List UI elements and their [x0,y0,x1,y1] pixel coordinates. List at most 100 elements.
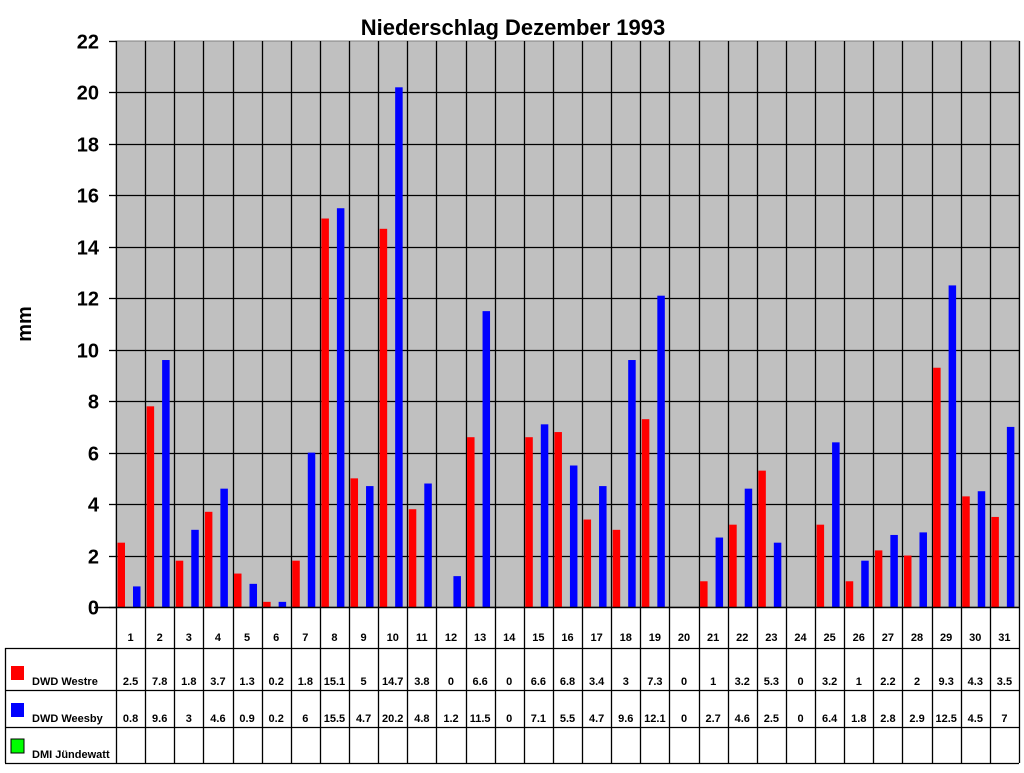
legend-swatch [11,703,24,717]
table-cell-value: 0 [448,676,454,688]
table-cell-value: 6.4 [822,713,838,725]
bar-dwd-weesby-27 [890,534,898,607]
table-cell-value: 1 [856,676,862,688]
bar-dwd-westre-10 [379,228,388,608]
x-category-label: 20 [678,632,690,644]
table-cell-value: 0 [797,713,803,725]
table-cell-value: 0.2 [269,676,284,688]
table-cell-value: 0 [681,713,687,725]
table-cell-value: 1 [710,676,716,688]
x-category-label: 1 [128,632,134,644]
bar-dwd-westre-28 [903,555,912,607]
y-tick-label: 6 [88,444,99,466]
table-cell-value: 3 [623,676,629,688]
table-cell-value: 3.4 [589,676,605,688]
x-category-label: 4 [215,632,222,644]
bar-dwd-westre-6 [263,601,271,607]
table-cell-value: 3.5 [997,676,1012,688]
bar-dwd-westre-13 [467,437,475,607]
bar-dwd-westre-7 [292,560,300,607]
table-cell-value: 2 [914,676,920,688]
bar-dwd-weesby-13 [482,311,491,607]
y-tick-label: 18 [77,135,99,157]
x-category-label: 6 [273,632,279,644]
table-cell-value: 2.5 [123,676,138,688]
bar-dwd-weesby-3 [191,529,199,607]
bar-dwd-westre-1 [117,542,125,607]
table-cell-value: 0 [797,676,803,688]
y-tick-label: 22 [77,32,99,54]
bar-dwd-westre-9 [350,478,359,607]
x-category-label: 8 [331,632,337,644]
chart-title: Niederschlag Dezember 1993 [361,15,666,40]
bar-dwd-weesby-6 [278,601,287,607]
table-cell-value: 14.7 [382,676,403,688]
bar-dwd-weesby-1 [133,586,141,607]
table-cell-value: 5 [361,676,367,688]
x-category-label: 15 [532,632,544,644]
table-cell-value: 12.1 [644,713,665,725]
x-category-label: 11 [416,632,428,644]
table-cell-value: 2.5 [764,713,779,725]
table-cell-value: 0.9 [239,713,254,725]
data-table: 1 2 3 4 5 6 7 8 9 10 11 12 13 14 15 16 17 18 19 20 21 22 23 24 2… [4,606,1021,765]
x-category-label: 5 [244,632,250,644]
table-cell-value: 1.8 [181,676,196,688]
table-cell-value: 1.8 [851,713,866,725]
table-cell-value: 0 [681,676,687,688]
table-cell-value: 3.7 [210,676,225,688]
bar-dwd-westre-5 [234,573,242,607]
bar-dwd-weesby-2 [162,360,170,607]
bar-dwd-westre-25 [816,524,825,607]
x-category-label: 16 [561,632,573,644]
x-category-label: 10 [387,632,399,644]
x-category-label: 18 [620,632,632,644]
bar-dwd-weesby-16 [569,465,578,607]
gridlines [115,41,1021,607]
bar-dwd-weesby-21 [715,537,724,607]
y-tick-label: 2 [88,547,99,569]
bar-dwd-weesby-5 [249,583,258,607]
table-cell-value: 2.8 [880,713,895,725]
bar-dwd-weesby-12 [453,576,461,607]
table-cell-value: 4.7 [356,713,371,725]
table-cell-value: 1.3 [239,676,254,688]
x-category-label: 14 [503,632,516,644]
bar-dwd-westre-4 [204,511,213,607]
plot-area [115,40,1020,608]
bar-dwd-weesby-11 [424,483,432,607]
table-cell-value: 7.3 [647,676,662,688]
x-category-label: 2 [157,632,163,644]
y-tick-label: 20 [77,83,99,105]
table-cell-value: 4.8 [414,713,429,725]
table-cell-value: 6.6 [531,676,546,688]
legend-swatch [11,666,24,680]
bar-dwd-weesby-22 [744,488,753,607]
bar-dwd-weesby-8 [336,208,345,607]
y-tick-label: 4 [88,495,100,517]
bar-dwd-westre-15 [525,437,533,607]
bar-dwd-weesby-30 [977,491,986,607]
table-cell-value: 9.6 [152,713,167,725]
x-category-label: 24 [794,632,807,644]
table-cell-value: 2.7 [705,713,720,725]
x-category-label: 26 [853,632,865,644]
table-cell-value: 3.2 [822,676,837,688]
table-cell-value: 1.8 [298,676,313,688]
table-cell-value: 11.5 [470,713,491,725]
y-tick-label: 12 [77,289,99,311]
x-category-label: 22 [736,632,748,644]
table-cell-value: 4.5 [968,713,983,725]
table-cell-value: 3.8 [414,676,429,688]
table-cell-value: 6 [302,713,308,725]
x-category-label: 30 [969,632,981,644]
table-cell-value: 0 [506,676,512,688]
bar-dwd-weesby-7 [307,452,316,607]
y-tick-label: 8 [88,392,99,414]
y-tick-label: 14 [77,238,100,260]
table-cell-value: 12.5 [935,713,956,725]
table-cell-value: 3.2 [735,676,750,688]
bar-dwd-westre-22 [729,524,737,607]
bar-dwd-westre-27 [874,550,883,607]
